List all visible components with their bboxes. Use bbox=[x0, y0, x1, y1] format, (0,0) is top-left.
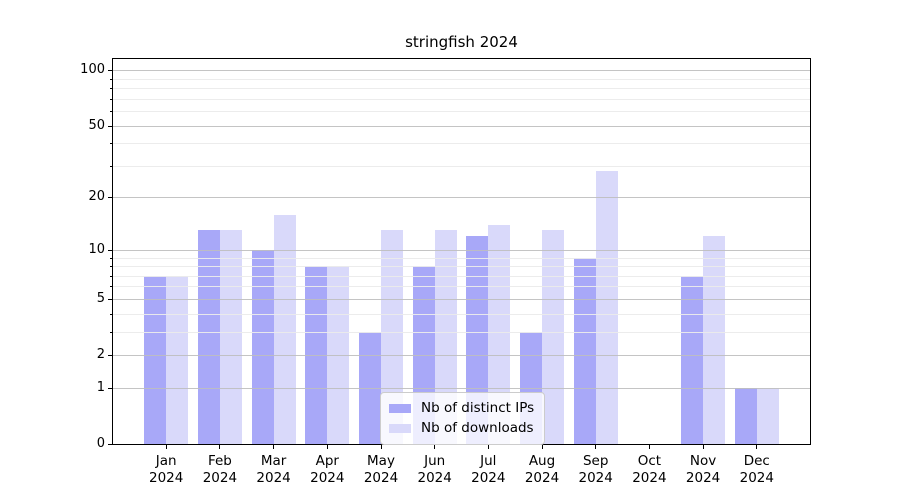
x-tick bbox=[702, 445, 704, 449]
x-tick bbox=[541, 445, 543, 449]
grid-line-minor bbox=[113, 266, 810, 267]
grid-line-major bbox=[113, 355, 810, 356]
legend-item-distinct-ips: Nb of distinct IPs bbox=[389, 398, 534, 418]
bar-downloads-dec bbox=[756, 387, 779, 444]
y-tick-label: 20 bbox=[88, 189, 105, 205]
legend-label-distinct-ips: Nb of distinct IPs bbox=[421, 400, 535, 416]
bar-downloads-sep bbox=[595, 171, 618, 444]
grid-line-minor bbox=[113, 111, 810, 113]
bar-downloads-mar bbox=[273, 214, 296, 444]
plot-area bbox=[112, 58, 811, 445]
bar-downloads-jan bbox=[166, 275, 189, 444]
bar-downloads-may bbox=[381, 230, 403, 444]
x-tick bbox=[165, 445, 167, 449]
grid-line-minor bbox=[113, 88, 810, 90]
bar-ips-dec bbox=[734, 387, 757, 444]
x-tick-label: Oct 2024 bbox=[632, 453, 667, 486]
legend-swatch-ips-icon bbox=[389, 403, 411, 413]
x-tick-label: Apr 2024 bbox=[310, 453, 345, 486]
legend-swatch-downloads-icon bbox=[389, 423, 411, 433]
y-tick-label: 0 bbox=[96, 436, 105, 451]
x-tick bbox=[273, 445, 275, 449]
bar-ips-mar bbox=[251, 249, 274, 444]
bar-ips-may bbox=[359, 331, 381, 444]
bar-downloads-jun bbox=[434, 230, 457, 444]
legend: Nb of distinct IPs Nb of downloads bbox=[380, 392, 546, 445]
grid-line-minor bbox=[113, 165, 810, 167]
x-tick bbox=[648, 445, 650, 449]
x-tick bbox=[487, 445, 489, 449]
bar-ips-jan bbox=[144, 275, 167, 444]
x-tick-label: Jun 2024 bbox=[417, 453, 452, 486]
grid-line-minor bbox=[113, 286, 810, 288]
y-tick-label: 50 bbox=[88, 117, 105, 133]
x-tick-label: Jan 2024 bbox=[149, 453, 184, 486]
bar-downloads-jul bbox=[488, 224, 511, 444]
bar-downloads-feb bbox=[219, 230, 242, 444]
x-tick-label: Mar 2024 bbox=[256, 453, 291, 486]
y-tick-label: 10 bbox=[88, 241, 105, 257]
x-tick-label: May 2024 bbox=[363, 453, 399, 486]
legend-label-downloads: Nb of downloads bbox=[421, 420, 534, 436]
y-tick-label: 100 bbox=[80, 62, 105, 78]
x-tick-label: Sep 2024 bbox=[578, 453, 613, 486]
bar-ips-sep bbox=[573, 257, 596, 444]
grid-line-minor bbox=[113, 257, 810, 259]
y-tick-label: 1 bbox=[96, 379, 105, 395]
grid-line-minor bbox=[113, 313, 810, 315]
bar-ips-nov bbox=[681, 275, 704, 444]
bar-downloads-aug bbox=[542, 230, 564, 444]
bar-ips-feb bbox=[197, 230, 220, 444]
grid-line-major bbox=[113, 387, 810, 389]
x-tick-label: Jul 2024 bbox=[471, 453, 506, 486]
y-tick-label: 5 bbox=[96, 290, 105, 306]
grid-line-minor bbox=[113, 331, 810, 333]
bar-downloads-nov bbox=[703, 236, 726, 444]
x-tick-label: Feb 2024 bbox=[202, 453, 238, 486]
x-tick-label: Aug 2024 bbox=[524, 453, 560, 486]
grid-layer bbox=[113, 59, 810, 444]
x-tick bbox=[326, 445, 328, 449]
grid-line-minor bbox=[113, 143, 810, 145]
grid-line-major bbox=[113, 125, 810, 127]
x-tick bbox=[756, 445, 758, 449]
x-tick bbox=[219, 445, 221, 449]
legend-item-downloads: Nb of downloads bbox=[389, 418, 534, 438]
grid-line-major bbox=[113, 249, 810, 251]
y-tick-label: 2 bbox=[96, 347, 105, 362]
x-tick-label: Nov 2024 bbox=[685, 453, 721, 486]
chart-title: stringfish 2024 bbox=[405, 33, 518, 51]
grid-line-minor bbox=[113, 98, 810, 100]
grid-line-major bbox=[113, 70, 810, 72]
grid-line-minor bbox=[113, 275, 810, 277]
x-tick bbox=[434, 445, 436, 449]
x-tick-label: Dec 2024 bbox=[739, 453, 774, 486]
grid-line-minor bbox=[113, 78, 810, 80]
x-tick bbox=[595, 445, 597, 449]
grid-line-major bbox=[113, 298, 810, 300]
grid-line-major bbox=[113, 197, 810, 199]
x-tick bbox=[380, 445, 382, 449]
